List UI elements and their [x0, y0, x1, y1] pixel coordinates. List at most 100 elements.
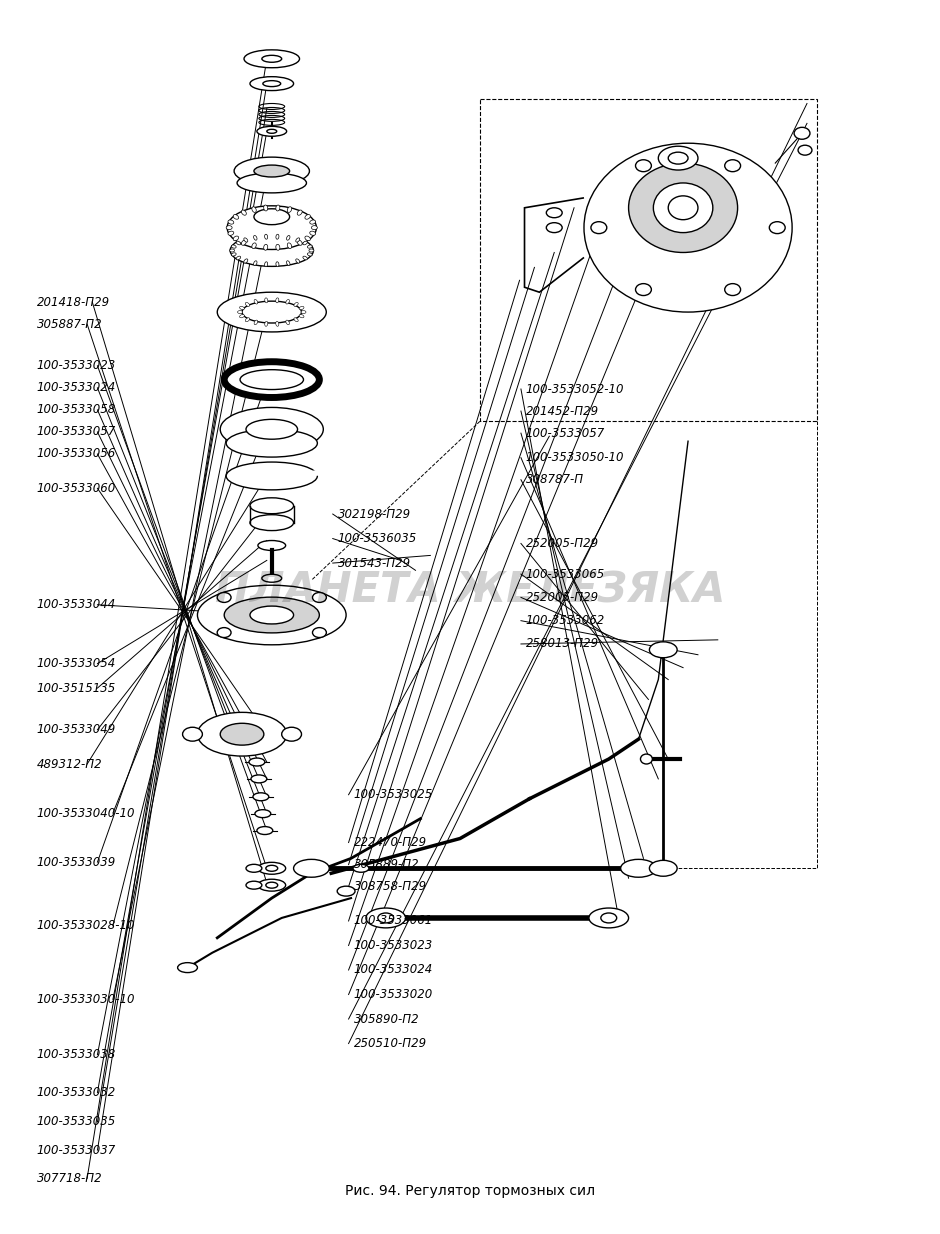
- Ellipse shape: [230, 234, 313, 267]
- Text: 201418-П29: 201418-П29: [37, 295, 110, 308]
- Ellipse shape: [668, 196, 698, 220]
- Ellipse shape: [265, 262, 268, 267]
- Ellipse shape: [301, 311, 306, 313]
- Ellipse shape: [250, 606, 293, 624]
- Ellipse shape: [243, 238, 248, 242]
- Ellipse shape: [231, 253, 236, 255]
- Ellipse shape: [353, 864, 368, 872]
- Text: 100-3533030-10: 100-3533030-10: [37, 993, 135, 1006]
- Ellipse shape: [794, 127, 810, 139]
- Ellipse shape: [265, 297, 268, 302]
- Text: 100-3533065: 100-3533065: [525, 568, 605, 581]
- Text: 301543-П29: 301543-П29: [337, 557, 411, 570]
- Ellipse shape: [798, 146, 812, 155]
- Ellipse shape: [225, 597, 320, 633]
- Ellipse shape: [246, 881, 262, 890]
- Text: 100-3533028-10: 100-3533028-10: [37, 919, 135, 933]
- Ellipse shape: [658, 146, 698, 170]
- Ellipse shape: [238, 311, 243, 313]
- Ellipse shape: [297, 241, 302, 246]
- Ellipse shape: [286, 300, 290, 304]
- Ellipse shape: [227, 429, 318, 457]
- Ellipse shape: [227, 462, 318, 490]
- Ellipse shape: [264, 244, 268, 251]
- Text: 100-3533057: 100-3533057: [525, 427, 605, 439]
- Text: 100-3533025: 100-3533025: [353, 789, 432, 801]
- Ellipse shape: [310, 220, 316, 225]
- Ellipse shape: [231, 246, 236, 248]
- Ellipse shape: [378, 913, 394, 923]
- Ellipse shape: [294, 302, 298, 306]
- Text: 307718-П2: 307718-П2: [37, 1172, 102, 1185]
- Ellipse shape: [725, 159, 741, 172]
- Ellipse shape: [296, 238, 300, 242]
- Ellipse shape: [246, 864, 262, 872]
- Text: 100-3533024: 100-3533024: [353, 964, 432, 976]
- Ellipse shape: [242, 301, 302, 323]
- Text: 100-3533052-10: 100-3533052-10: [525, 383, 624, 396]
- Ellipse shape: [310, 231, 316, 236]
- Ellipse shape: [257, 126, 287, 136]
- Ellipse shape: [303, 241, 307, 244]
- Ellipse shape: [258, 540, 286, 550]
- Ellipse shape: [311, 226, 318, 230]
- Text: 100-3515135: 100-3515135: [37, 681, 116, 695]
- Text: 250510-П29: 250510-П29: [353, 1037, 427, 1050]
- Ellipse shape: [243, 259, 248, 263]
- Text: 100-3533035: 100-3533035: [37, 1116, 116, 1128]
- Ellipse shape: [227, 206, 317, 249]
- Text: 100-3533044: 100-3533044: [37, 598, 116, 611]
- Ellipse shape: [252, 207, 257, 212]
- Ellipse shape: [254, 300, 258, 304]
- Ellipse shape: [307, 246, 312, 248]
- Text: 100-3533062: 100-3533062: [525, 615, 605, 627]
- Ellipse shape: [293, 859, 329, 877]
- Ellipse shape: [312, 628, 326, 638]
- Ellipse shape: [288, 243, 291, 248]
- Text: 302198-П29: 302198-П29: [337, 507, 411, 521]
- Ellipse shape: [263, 80, 281, 86]
- Text: 305887-П2: 305887-П2: [37, 317, 102, 331]
- Ellipse shape: [275, 297, 279, 302]
- Ellipse shape: [258, 863, 286, 874]
- Ellipse shape: [264, 205, 268, 211]
- Ellipse shape: [635, 284, 651, 295]
- Ellipse shape: [228, 231, 234, 236]
- Ellipse shape: [276, 262, 279, 267]
- Text: 100-3533058: 100-3533058: [37, 404, 116, 416]
- Ellipse shape: [296, 259, 300, 263]
- Text: 100-3533049: 100-3533049: [37, 723, 116, 737]
- Ellipse shape: [591, 222, 607, 233]
- Ellipse shape: [309, 249, 314, 252]
- Ellipse shape: [217, 628, 231, 638]
- Ellipse shape: [266, 865, 277, 871]
- Ellipse shape: [650, 642, 677, 658]
- Ellipse shape: [725, 284, 741, 295]
- Ellipse shape: [266, 882, 277, 888]
- Ellipse shape: [249, 758, 265, 766]
- Text: 305889-П2: 305889-П2: [353, 858, 419, 871]
- Ellipse shape: [307, 253, 312, 255]
- Ellipse shape: [242, 241, 246, 246]
- Text: 100-3533054: 100-3533054: [37, 656, 116, 670]
- Ellipse shape: [229, 249, 235, 252]
- Ellipse shape: [299, 306, 304, 310]
- Ellipse shape: [650, 860, 677, 876]
- Bar: [480, 99, 817, 421]
- Ellipse shape: [286, 320, 290, 325]
- Ellipse shape: [254, 260, 257, 265]
- Ellipse shape: [252, 243, 257, 248]
- Text: 222470-П29: 222470-П29: [353, 835, 427, 849]
- Ellipse shape: [282, 727, 302, 742]
- Text: ПЛАНЕТА ЖЕЛЕЗЯКА: ПЛАНЕТА ЖЕЛЕЗЯКА: [215, 569, 725, 611]
- Ellipse shape: [245, 302, 250, 306]
- Text: 100-3536035: 100-3536035: [337, 532, 417, 545]
- Ellipse shape: [250, 77, 293, 90]
- Ellipse shape: [236, 241, 241, 244]
- Ellipse shape: [250, 515, 293, 531]
- Ellipse shape: [225, 362, 320, 397]
- Ellipse shape: [265, 234, 268, 239]
- Ellipse shape: [254, 236, 257, 241]
- Text: 100-3533056: 100-3533056: [37, 448, 116, 460]
- Ellipse shape: [228, 220, 234, 225]
